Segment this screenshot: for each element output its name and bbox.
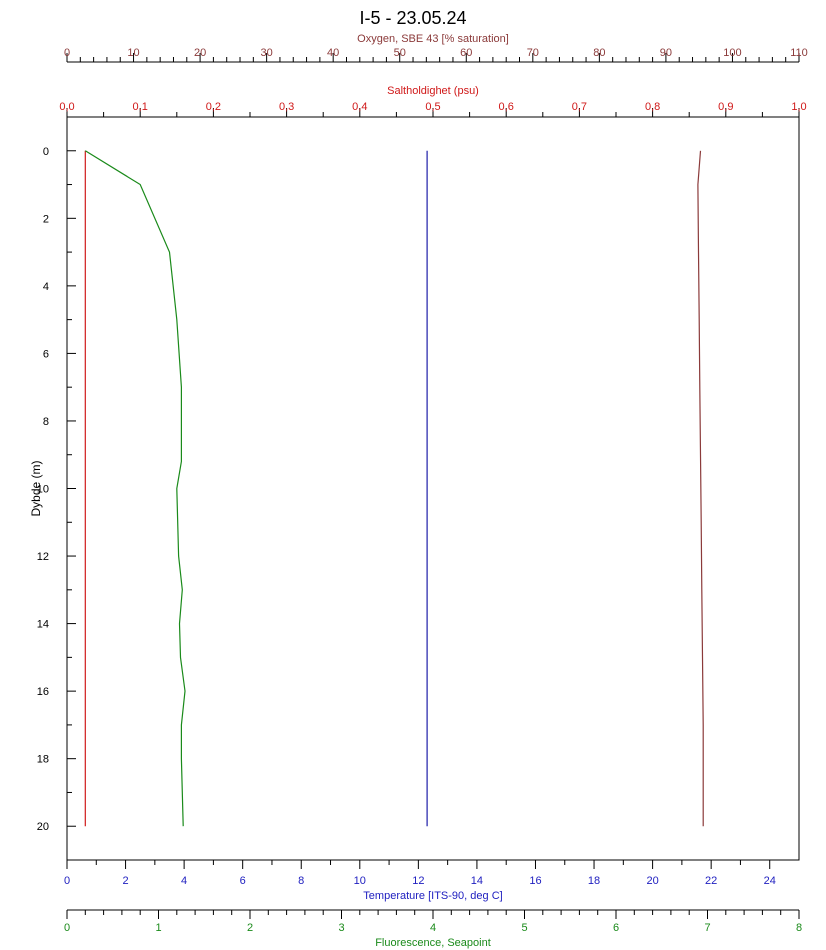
depth-axis-title: Dybde (m) bbox=[29, 460, 43, 516]
oxygen-axis-title: Oxygen, SBE 43 [% saturation] bbox=[357, 33, 509, 45]
depth-tick-label: 10 bbox=[37, 484, 49, 496]
temperature-tick-label: 4 bbox=[181, 875, 187, 887]
fluorescence-axis: 0 1 2 3 4 5 6 7 8 Fluorescence, Seapoint bbox=[64, 909, 802, 949]
depth-tick-label: 2 bbox=[43, 213, 49, 225]
temperature-tick-label: 10 bbox=[354, 875, 366, 887]
depth-tick-label: 8 bbox=[43, 416, 49, 428]
salinity-tick-label: 0,1 bbox=[133, 101, 148, 113]
fluorescence-profile-line bbox=[84, 150, 186, 827]
oxygen-tick-label: 20 bbox=[194, 47, 206, 59]
oxygen-tick-label: 60 bbox=[460, 47, 472, 59]
oxygen-tick-label: 50 bbox=[394, 47, 406, 59]
oxygen-tick-label: 100 bbox=[723, 47, 741, 59]
oxygen-tick-label: 40 bbox=[327, 47, 339, 59]
salinity-tick-label: 0,4 bbox=[352, 101, 367, 113]
salinity-tick-label: 0,9 bbox=[718, 101, 733, 113]
oxygen-tick-label: 0 bbox=[64, 47, 70, 59]
temperature-tick-label: 24 bbox=[764, 875, 776, 887]
temperature-tick-label: 12 bbox=[412, 875, 424, 887]
oxygen-profile-line bbox=[697, 150, 704, 827]
salinity-tick-label: 0,8 bbox=[645, 101, 660, 113]
oxygen-tick-label: 90 bbox=[660, 47, 672, 59]
depth-tick-label: 0 bbox=[43, 146, 49, 158]
depth-tick-label: 16 bbox=[37, 686, 49, 698]
depth-tick-label: 12 bbox=[37, 551, 49, 563]
temperature-tick-label: 22 bbox=[705, 875, 717, 887]
depth-tick-label: 20 bbox=[37, 821, 49, 833]
temperature-tick-label: 16 bbox=[529, 875, 541, 887]
salinity-tick-label: 0,3 bbox=[279, 101, 294, 113]
oxygen-tick-label: 80 bbox=[593, 47, 605, 59]
temperature-tick-label: 18 bbox=[588, 875, 600, 887]
fluorescence-tick-label: 1 bbox=[155, 922, 161, 934]
salinity-tick-label: 0,6 bbox=[499, 101, 514, 113]
series-layer bbox=[84, 150, 704, 827]
fluorescence-tick-label: 6 bbox=[613, 922, 619, 934]
salinity-axis: 0,0 0,1 0,2 0,3 0,4 0,5 0,6 0,7 0,8 0,9 1,0 Salthol… bbox=[59, 85, 807, 117]
oxygen-tick-label: 70 bbox=[527, 47, 539, 59]
oxygen-axis: 0 10 20 30 40 50 60 70 80 90 100 110 Oxygen, SBE 43 … bbox=[64, 33, 808, 63]
fluorescence-tick-label: 4 bbox=[430, 922, 436, 934]
salinity-tick-label: 1,0 bbox=[791, 101, 806, 113]
fluorescence-tick-label: 5 bbox=[521, 922, 527, 934]
fluorescence-tick-label: 8 bbox=[796, 922, 802, 934]
temperature-tick-label: 14 bbox=[471, 875, 483, 887]
fluorescence-tick-label: 0 bbox=[64, 922, 70, 934]
salinity-tick-label: 0,7 bbox=[572, 101, 587, 113]
salinity-tick-label: 0,0 bbox=[59, 101, 74, 113]
temperature-tick-label: 0 bbox=[64, 875, 70, 887]
salinity-tick-label: 0,5 bbox=[425, 101, 440, 113]
fluorescence-tick-label: 3 bbox=[338, 922, 344, 934]
temperature-tick-label: 2 bbox=[122, 875, 128, 887]
depth-tick-label: 14 bbox=[37, 619, 49, 631]
oxygen-tick-label: 110 bbox=[790, 47, 808, 59]
depth-tick-label: 6 bbox=[43, 348, 49, 360]
oxygen-tick-label: 30 bbox=[261, 47, 273, 59]
temperature-tick-label: 6 bbox=[240, 875, 246, 887]
depth-tick-label: 18 bbox=[37, 754, 49, 766]
fluorescence-tick-label: 7 bbox=[704, 922, 710, 934]
oxygen-tick-label: 10 bbox=[127, 47, 139, 59]
salinity-axis-title: Saltholdighet (psu) bbox=[387, 85, 479, 97]
fluorescence-tick-label: 2 bbox=[247, 922, 253, 934]
depth-axis: 0 2 4 6 8 10 12 14 16 18 20 Dybde (m) bbox=[29, 116, 76, 861]
depth-tick-label: 4 bbox=[43, 281, 49, 293]
temperature-tick-label: 8 bbox=[298, 875, 304, 887]
temperature-axis-title: Temperature [ITS-90, deg C] bbox=[363, 890, 502, 902]
temperature-tick-label: 20 bbox=[646, 875, 658, 887]
salinity-tick-label: 0,2 bbox=[206, 101, 221, 113]
fluorescence-axis-title: Fluorescence, Seapoint bbox=[375, 937, 491, 949]
chart-title: I-5 - 23.05.24 bbox=[359, 8, 467, 28]
